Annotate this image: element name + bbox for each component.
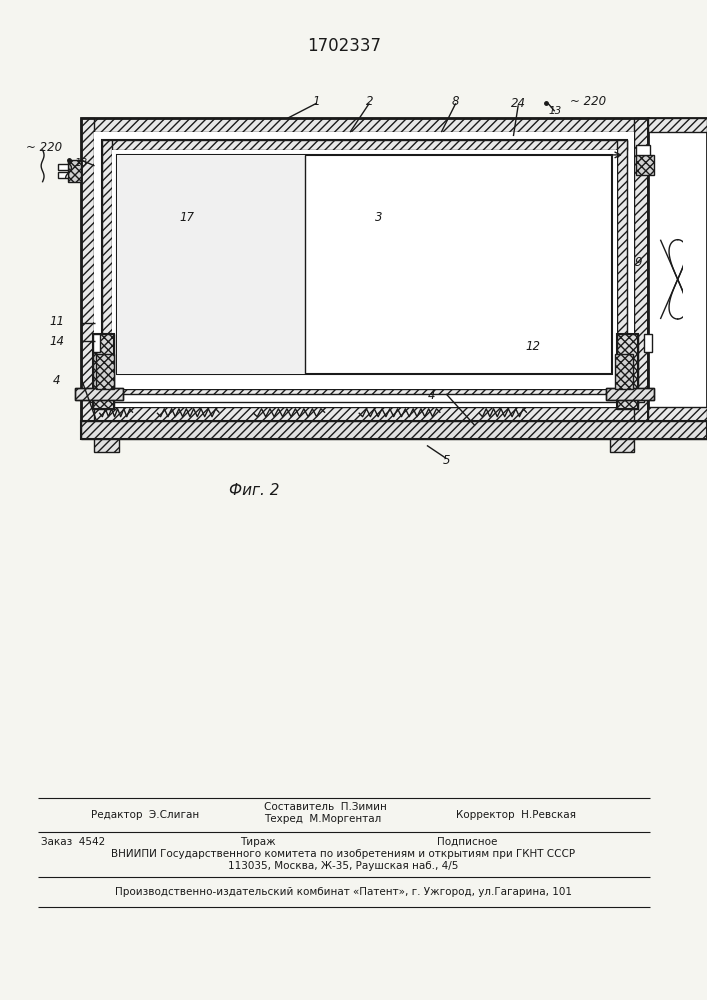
Bar bbox=[610, 439, 634, 452]
Bar bbox=[93, 334, 114, 409]
Bar bbox=[81, 421, 707, 439]
Bar bbox=[68, 160, 81, 182]
Bar bbox=[617, 334, 638, 409]
Bar bbox=[58, 164, 68, 170]
Bar bbox=[93, 334, 100, 352]
Bar bbox=[95, 439, 119, 452]
Bar bbox=[644, 334, 652, 352]
Text: 3: 3 bbox=[375, 211, 382, 224]
Bar bbox=[103, 140, 627, 150]
Text: 2: 2 bbox=[366, 95, 373, 108]
Bar bbox=[93, 334, 114, 409]
Bar bbox=[81, 118, 95, 421]
Bar bbox=[634, 118, 648, 421]
Bar bbox=[112, 150, 617, 389]
Bar bbox=[103, 389, 627, 399]
Text: 17: 17 bbox=[179, 211, 194, 224]
Text: 24: 24 bbox=[510, 97, 526, 110]
Text: 4: 4 bbox=[53, 374, 61, 387]
Text: 1702337: 1702337 bbox=[308, 37, 381, 55]
Bar bbox=[75, 388, 123, 400]
Bar bbox=[648, 407, 707, 421]
Text: 4: 4 bbox=[428, 389, 436, 402]
Text: Корректор  Н.Ревская: Корректор Н.Ревская bbox=[456, 810, 575, 820]
Text: 13: 13 bbox=[548, 106, 561, 116]
Bar bbox=[648, 118, 707, 421]
Bar bbox=[636, 145, 650, 155]
Text: Подписное: Подписное bbox=[436, 837, 497, 847]
Text: Редактор  Э.Слиган: Редактор Э.Слиган bbox=[90, 810, 199, 820]
Text: 11: 11 bbox=[49, 315, 64, 328]
Bar bbox=[117, 155, 305, 374]
Bar bbox=[636, 155, 654, 175]
Text: ~ 220: ~ 220 bbox=[26, 141, 63, 154]
Text: 1: 1 bbox=[312, 95, 320, 108]
Text: Производственно-издательский комбинат «Патент», г. Ужгород, ул.Гагарина, 101: Производственно-издательский комбинат «П… bbox=[115, 887, 572, 897]
Bar bbox=[90, 394, 644, 402]
Text: 8: 8 bbox=[452, 95, 460, 108]
Text: Заказ  4542: Заказ 4542 bbox=[41, 837, 105, 847]
Text: Тираж: Тираж bbox=[240, 837, 275, 847]
Bar bbox=[81, 118, 648, 421]
Bar bbox=[606, 388, 654, 400]
Text: 14: 14 bbox=[49, 335, 64, 348]
Bar bbox=[96, 354, 114, 389]
Text: 12: 12 bbox=[525, 340, 540, 353]
Bar bbox=[617, 334, 638, 409]
Text: ВНИИПИ Государственного комитета по изобретениям и открытиям при ГКНТ СССР: ВНИИПИ Государственного комитета по изоб… bbox=[111, 849, 575, 859]
Text: 13: 13 bbox=[74, 158, 88, 168]
Bar bbox=[617, 140, 627, 399]
Text: Составитель  П.Зимин: Составитель П.Зимин bbox=[264, 802, 387, 812]
Bar bbox=[117, 155, 612, 374]
Bar bbox=[615, 354, 633, 389]
Text: ~ 220: ~ 220 bbox=[571, 95, 607, 108]
Bar bbox=[648, 118, 707, 132]
Text: 113035, Москва, Ж-35, Раушская наб., 4/5: 113035, Москва, Ж-35, Раушская наб., 4/5 bbox=[228, 861, 459, 871]
Bar bbox=[75, 388, 123, 400]
Text: 5: 5 bbox=[443, 454, 450, 467]
Bar bbox=[81, 421, 707, 439]
Bar bbox=[103, 140, 627, 399]
Bar bbox=[103, 140, 112, 399]
Bar bbox=[58, 172, 68, 178]
Bar bbox=[81, 118, 648, 132]
Bar bbox=[95, 132, 634, 407]
Text: Фиг. 2: Фиг. 2 bbox=[229, 483, 279, 498]
Text: Техред  М.Моргентал: Техред М.Моргентал bbox=[264, 814, 381, 824]
Bar bbox=[606, 388, 654, 400]
Bar bbox=[81, 407, 648, 421]
Text: 9: 9 bbox=[635, 255, 642, 268]
